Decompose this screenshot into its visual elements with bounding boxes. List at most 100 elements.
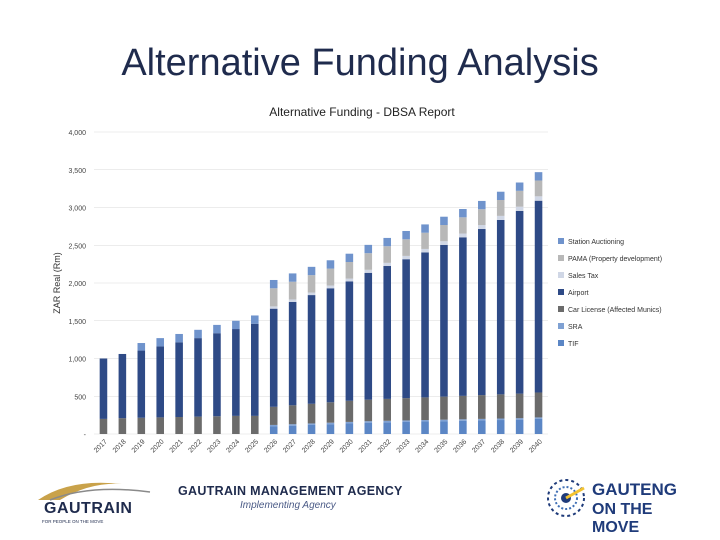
bar-stack-2028 — [307, 266, 316, 434]
bar-segment — [440, 421, 448, 434]
x-tick-label: 2020 — [150, 438, 166, 454]
bar-stack-2035 — [440, 216, 448, 434]
bar-segment — [326, 288, 335, 403]
bar-segment — [440, 216, 448, 226]
legend-label: Car License (Affected Munics) — [568, 307, 662, 314]
y-tick-label: 500 — [74, 394, 86, 401]
bar-stack-2037 — [478, 200, 486, 434]
bar-segment — [402, 230, 410, 240]
bar-segment — [118, 418, 127, 434]
bar-segment — [345, 421, 354, 424]
bar-segment — [345, 262, 354, 279]
x-tick-label: 2025 — [244, 438, 260, 454]
bar-segment — [156, 346, 164, 418]
bar-segment — [213, 324, 221, 334]
bar-segment — [232, 329, 240, 416]
bar-segment — [534, 200, 543, 393]
bar-segment — [175, 333, 183, 343]
bar-segment — [402, 239, 410, 256]
bar-segment — [534, 392, 543, 418]
x-tick-label: 2024 — [225, 438, 241, 454]
bar-segment — [288, 405, 297, 425]
bar-segment — [383, 422, 391, 434]
bar-segment — [194, 329, 202, 339]
bar-segment — [345, 423, 354, 434]
bar-stack-2032 — [383, 237, 391, 434]
bar-stack-2019 — [137, 343, 146, 434]
gauteng-line1: GAUTENG — [592, 480, 677, 499]
legend-swatch — [558, 306, 564, 312]
legend: Station Auctioning PAMA (Property develop… — [558, 238, 662, 348]
legend-label: TIF — [568, 341, 579, 348]
bar-segment — [496, 219, 505, 395]
x-tick-label: 2035 — [433, 438, 449, 454]
bar-stack-2021 — [175, 333, 183, 434]
x-tick-label: 2030 — [339, 438, 355, 454]
bar-segment — [496, 191, 505, 201]
y-tick-label: 2,000 — [68, 281, 86, 288]
bar-segment — [307, 292, 316, 296]
bar-segment — [326, 422, 335, 425]
bar-segment — [478, 418, 486, 421]
bar-segment — [459, 217, 467, 234]
bar-segment — [383, 420, 391, 423]
bar-segment — [478, 200, 486, 210]
legend-label: Airport — [568, 290, 589, 297]
bar-segment — [99, 358, 108, 419]
chart-title: Alternative Funding - DBSA Report — [269, 105, 455, 119]
bar-segment — [175, 417, 183, 434]
x-tick-label: 2022 — [187, 438, 203, 454]
bar-segment — [345, 278, 354, 282]
bar-segment — [137, 343, 146, 351]
bar-segment — [383, 398, 391, 421]
bar-segment — [364, 269, 373, 273]
bar-segment — [307, 403, 316, 424]
bar-segment — [194, 416, 202, 434]
bar-stack-2034 — [421, 224, 429, 434]
bar-stack-2025 — [251, 315, 259, 434]
bar-segment — [421, 397, 429, 421]
legend-swatch — [558, 255, 564, 261]
bar-stack-2027 — [288, 273, 297, 434]
bar-segment — [288, 281, 297, 300]
bar-segment — [534, 196, 543, 201]
bar-segment — [515, 418, 524, 420]
x-tick-label: 2029 — [320, 438, 336, 454]
bar-segment — [251, 315, 259, 324]
bar-segment — [345, 253, 354, 263]
bar-segment — [459, 395, 467, 420]
agency-name: GAUTRAIN MANAGEMENT AGENCY — [178, 484, 403, 498]
bar-segment — [288, 424, 297, 426]
bar-segment — [402, 420, 410, 422]
gauteng-dots-icon — [547, 479, 585, 517]
bar-segment — [515, 210, 524, 394]
bar-segment — [364, 421, 373, 423]
x-tick-label: 2019 — [131, 438, 147, 454]
bar-segment — [402, 259, 410, 399]
bar-stack-2040 — [534, 172, 543, 434]
bar-segment — [421, 232, 429, 249]
legend-label: SRA — [568, 324, 583, 331]
bar-segment — [269, 426, 278, 434]
bar-segment — [421, 420, 429, 422]
bar-segment — [269, 279, 278, 289]
bar-segment — [364, 244, 373, 254]
bar-segment — [383, 262, 391, 267]
x-tick-label: 2033 — [396, 438, 412, 454]
grid-lines — [94, 131, 548, 435]
bar-segment — [232, 320, 240, 330]
bar-segment — [496, 215, 505, 220]
bar-segment — [288, 299, 297, 302]
x-tick-label: 2036 — [452, 438, 468, 454]
y-tick-label: 3,000 — [68, 206, 86, 213]
gauteng-logo: GAUTENG ON THE MOVE — [540, 474, 700, 536]
bar-segment — [251, 323, 259, 416]
bar-segment — [402, 421, 410, 434]
bar-segment — [156, 338, 164, 347]
bar-segment — [269, 406, 278, 425]
legend-label: Station Auctioning — [568, 239, 624, 246]
bar-segment — [383, 266, 391, 399]
bar-segment — [364, 272, 373, 400]
bar-segment — [137, 417, 146, 434]
x-tick-label: 2026 — [263, 438, 279, 454]
